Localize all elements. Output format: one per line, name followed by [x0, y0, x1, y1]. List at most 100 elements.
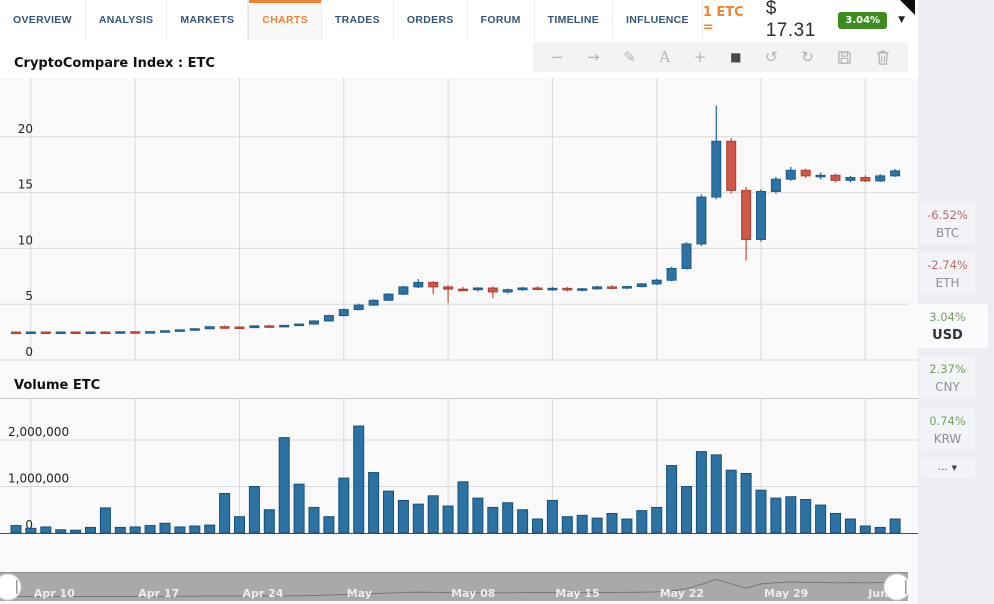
navigator-date-label: May 15 [555, 587, 599, 600]
candle [100, 331, 111, 334]
more-currencies-button[interactable]: ... ▼ [920, 458, 975, 477]
candle [785, 166, 796, 181]
currency-card-eth[interactable]: -2.74% ETH [920, 252, 975, 294]
volume-chart[interactable]: 0 1,000,000 2,000,000 [0, 399, 918, 539]
currency-symbol: ETH [935, 276, 960, 290]
candle [711, 105, 722, 200]
volume-bar [338, 477, 350, 534]
candle [70, 331, 81, 334]
navigator-date-label: Jun [867, 587, 888, 600]
tab-analysis[interactable]: ANALYSIS [86, 0, 168, 40]
chevron-down-icon[interactable]: ▼ [898, 15, 905, 25]
text-icon[interactable]: A [659, 47, 671, 66]
undo-icon[interactable]: ↺ [765, 47, 778, 66]
minus-icon[interactable]: − [550, 47, 564, 66]
volume-bar [263, 509, 275, 534]
volume-bar [397, 499, 409, 534]
candle [681, 242, 692, 270]
volume-bar [368, 472, 380, 534]
candle [85, 331, 96, 334]
volume-title: Volume ETC [14, 378, 101, 393]
tab-charts[interactable]: CHARTS [248, 0, 322, 40]
currency-card-btc[interactable]: -6.52% BTC [920, 202, 975, 244]
volume-bar [830, 512, 841, 534]
volume-bar [651, 506, 663, 534]
change-percent: 2.37% [929, 362, 966, 376]
tab-markets[interactable]: MARKETS [167, 0, 249, 40]
tab-overview[interactable]: OVERVIEW [0, 0, 86, 40]
candle [40, 331, 51, 334]
candle [204, 326, 215, 330]
currency-symbol: KRW [933, 432, 962, 446]
candle [577, 288, 588, 292]
drawing-toolbar: − → ✎ A + ■ ↺ ↻ [533, 42, 908, 72]
candle [487, 286, 498, 299]
currency-card-usd[interactable]: 3.04% USD [907, 304, 988, 348]
candle [189, 328, 200, 331]
volume-bar [695, 451, 707, 534]
volume-bar [189, 525, 201, 534]
volume-bar [785, 496, 797, 534]
navigator-right-handle[interactable] [883, 573, 908, 601]
candle [845, 175, 856, 183]
volume-bar [859, 525, 871, 534]
volume-bar [800, 499, 812, 534]
candle [621, 285, 632, 290]
navigator-date-label: May 22 [660, 587, 704, 600]
tab-trades[interactable]: TRADES [322, 0, 394, 40]
svg-text:15: 15 [18, 178, 33, 192]
tab-forum[interactable]: FORUM [468, 0, 535, 40]
currency-card-krw[interactable]: 0.74% KRW [920, 408, 975, 450]
svg-text:1,000,000: 1,000,000 [8, 472, 69, 486]
navigator-left-handle[interactable] [0, 573, 22, 601]
candle [160, 330, 170, 333]
navigator-date-label: Apr 10 [34, 587, 75, 600]
candle [666, 266, 677, 282]
candle [25, 331, 36, 334]
volume-bar [591, 517, 603, 534]
currency-symbol: BTC [935, 226, 960, 240]
candle [547, 286, 558, 291]
pencil-icon[interactable]: ✎ [623, 47, 636, 66]
tab-orders[interactable]: ORDERS [394, 0, 468, 40]
candle [115, 331, 126, 334]
volume-bar [502, 502, 514, 534]
redo-icon[interactable]: ↻ [801, 47, 814, 66]
candle [651, 278, 662, 286]
price-chart[interactable]: 0 5 10 15 20 [0, 78, 918, 372]
arrow-right-icon[interactable]: → [587, 47, 600, 66]
currency-card-cny[interactable]: 2.37% CNY [920, 356, 975, 398]
volume-bar [353, 425, 365, 534]
svg-text:5: 5 [25, 289, 33, 303]
volume-bar [383, 490, 394, 534]
volume-bar [457, 481, 469, 534]
change-percent: 3.04% [929, 310, 966, 324]
navigator-sparkline [0, 578, 896, 597]
volume-bar [144, 525, 156, 534]
tab-timeline[interactable]: TIMELINE [535, 0, 614, 40]
plus-icon[interactable]: + [693, 47, 707, 66]
candle [234, 326, 245, 330]
candle [383, 293, 394, 302]
candle [756, 189, 766, 242]
price-prefix: 1 ETC = [702, 5, 744, 35]
square-icon[interactable]: ■ [730, 50, 742, 64]
change-percent: 0.74% [929, 414, 966, 428]
volume-bar [546, 499, 558, 534]
svg-text:0: 0 [25, 345, 33, 359]
volume-bar [606, 512, 618, 534]
volume-bar [710, 454, 722, 534]
trash-icon[interactable] [876, 50, 890, 65]
candle [264, 324, 275, 328]
range-navigator[interactable]: Apr 10 Apr 17 Apr 24 May May 08 May 15 May 22 M… [0, 572, 908, 601]
volume-bar [85, 526, 96, 534]
more-label: ... [938, 461, 948, 473]
candle [458, 286, 468, 292]
tab-influence[interactable]: INFLUENCE [613, 0, 703, 40]
navigator-date-label: May 08 [451, 587, 495, 600]
candle [800, 168, 811, 179]
save-icon[interactable] [837, 50, 852, 65]
candle [368, 299, 379, 306]
chart-header: CryptoCompare Index : ETC − → ✎ A + ■ ↺ ↻ [0, 40, 918, 79]
